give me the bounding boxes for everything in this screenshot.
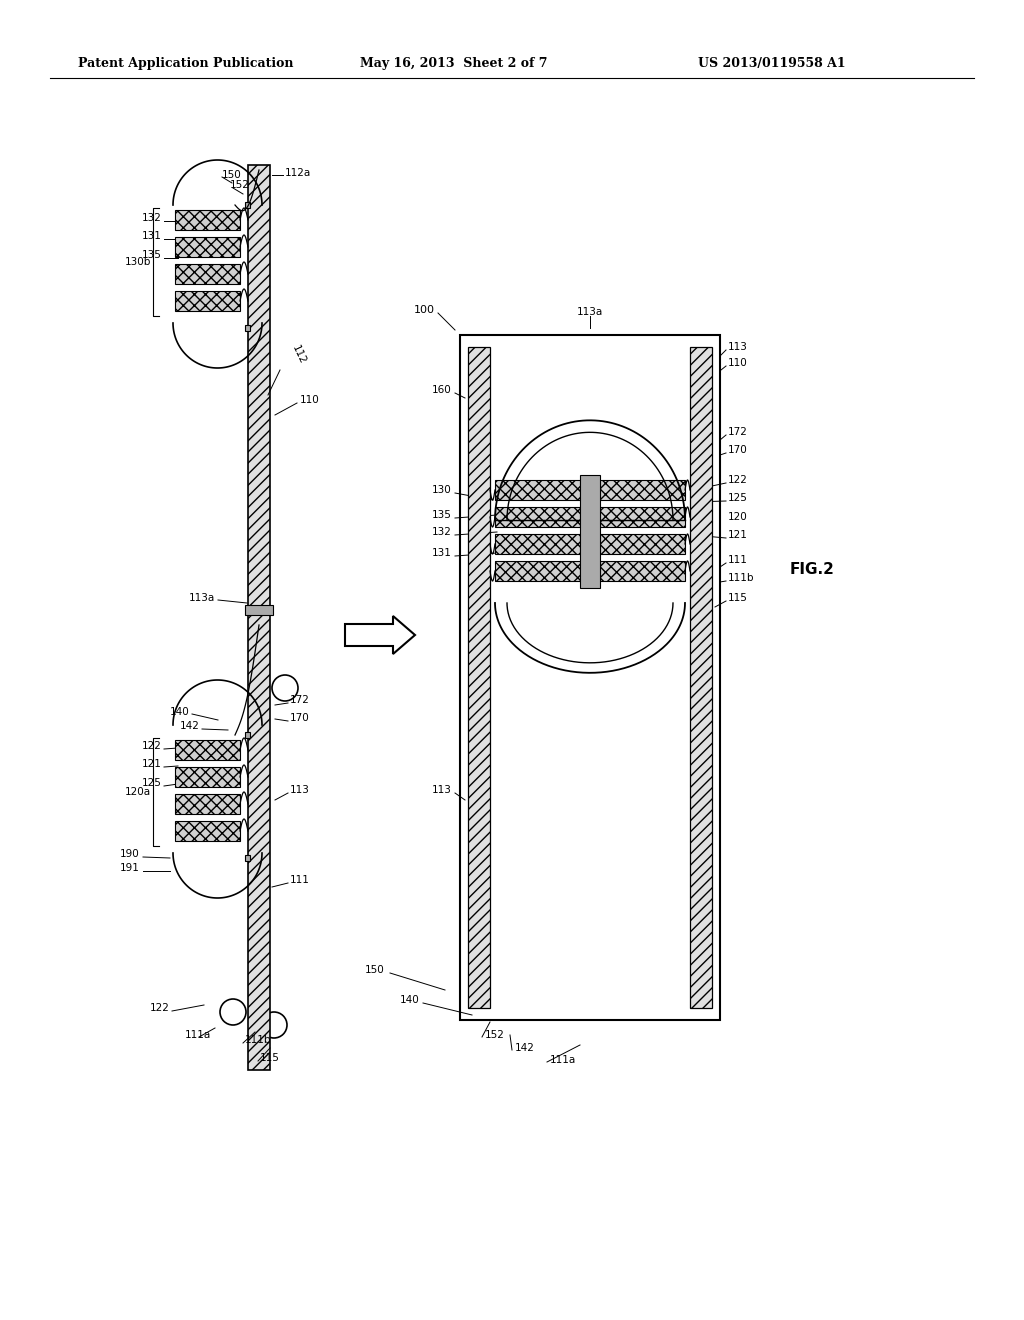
Text: 121: 121 [728, 531, 748, 540]
Text: 115: 115 [260, 1053, 280, 1063]
Text: 130b: 130b [125, 257, 151, 267]
Text: 113a: 113a [577, 308, 603, 317]
Bar [495, 561, 580, 581]
Text: 111b: 111b [728, 573, 755, 583]
Text: 111a: 111a [185, 1030, 211, 1040]
Bar [245, 855, 250, 861]
Text: 112: 112 [290, 345, 307, 366]
Bar [495, 535, 580, 554]
Bar [175, 821, 240, 841]
Bar [175, 210, 240, 230]
Text: May 16, 2013  Sheet 2 of 7: May 16, 2013 Sheet 2 of 7 [360, 57, 548, 70]
Text: 112a: 112a [285, 168, 311, 178]
Text: 172: 172 [728, 426, 748, 437]
Text: 113: 113 [728, 342, 748, 352]
Text: 135: 135 [432, 510, 452, 520]
Text: 140: 140 [170, 708, 190, 717]
Bar [245, 325, 250, 331]
Bar [175, 767, 240, 787]
Text: 142: 142 [180, 721, 200, 731]
Text: 160: 160 [432, 385, 452, 395]
Bar [175, 264, 240, 284]
Text: 110: 110 [300, 395, 319, 405]
Text: 152: 152 [485, 1030, 505, 1040]
Bar [600, 507, 685, 527]
Text: 115: 115 [728, 593, 748, 603]
Text: 125: 125 [142, 777, 162, 788]
Text: 120: 120 [728, 512, 748, 521]
Bar [245, 202, 250, 209]
Text: 132: 132 [432, 527, 452, 537]
Text: 120a: 120a [125, 787, 151, 797]
Text: 170: 170 [290, 713, 309, 723]
Bar [495, 480, 580, 500]
Bar [460, 335, 720, 1020]
Bar [175, 290, 240, 312]
Text: 111b: 111b [245, 1035, 271, 1045]
Text: 121: 121 [142, 759, 162, 770]
Text: 140: 140 [400, 995, 420, 1005]
Bar [600, 535, 685, 554]
Bar [600, 561, 685, 581]
Text: 122: 122 [728, 475, 748, 484]
Text: 131: 131 [142, 231, 162, 242]
Text: 150: 150 [366, 965, 385, 975]
FancyArrow shape [345, 616, 415, 653]
Text: 191: 191 [120, 863, 140, 873]
Text: 125: 125 [728, 492, 748, 503]
Text: US 2013/0119558 A1: US 2013/0119558 A1 [698, 57, 846, 70]
Bar [245, 605, 273, 615]
Bar [495, 507, 580, 527]
Text: 100: 100 [414, 305, 435, 315]
Text: 113a: 113a [188, 593, 215, 603]
Text: 111: 111 [290, 875, 310, 884]
Bar [175, 795, 240, 814]
Text: 111a: 111a [550, 1055, 577, 1065]
Text: 142: 142 [515, 1043, 535, 1053]
Text: FIG.2: FIG.2 [790, 562, 835, 578]
Bar [690, 347, 712, 1008]
Text: 135: 135 [142, 249, 162, 260]
Text: 170: 170 [728, 445, 748, 455]
Text: 111: 111 [728, 554, 748, 565]
Bar [468, 347, 490, 1008]
Bar [580, 475, 600, 587]
Bar [248, 165, 270, 1071]
Bar [175, 741, 240, 760]
Bar [600, 480, 685, 500]
Text: 190: 190 [120, 849, 140, 859]
Text: 113: 113 [290, 785, 310, 795]
Text: 113: 113 [432, 785, 452, 795]
Text: 132: 132 [142, 213, 162, 223]
Text: 172: 172 [290, 696, 310, 705]
Text: 122: 122 [151, 1003, 170, 1012]
Text: 110: 110 [728, 358, 748, 368]
Bar [175, 238, 240, 257]
Text: 131: 131 [432, 548, 452, 558]
Text: 152: 152 [230, 180, 250, 190]
Text: Patent Application Publication: Patent Application Publication [78, 57, 294, 70]
Text: 130: 130 [432, 484, 452, 495]
Text: 122: 122 [142, 741, 162, 751]
Text: 150: 150 [222, 170, 242, 180]
Bar [245, 733, 250, 738]
